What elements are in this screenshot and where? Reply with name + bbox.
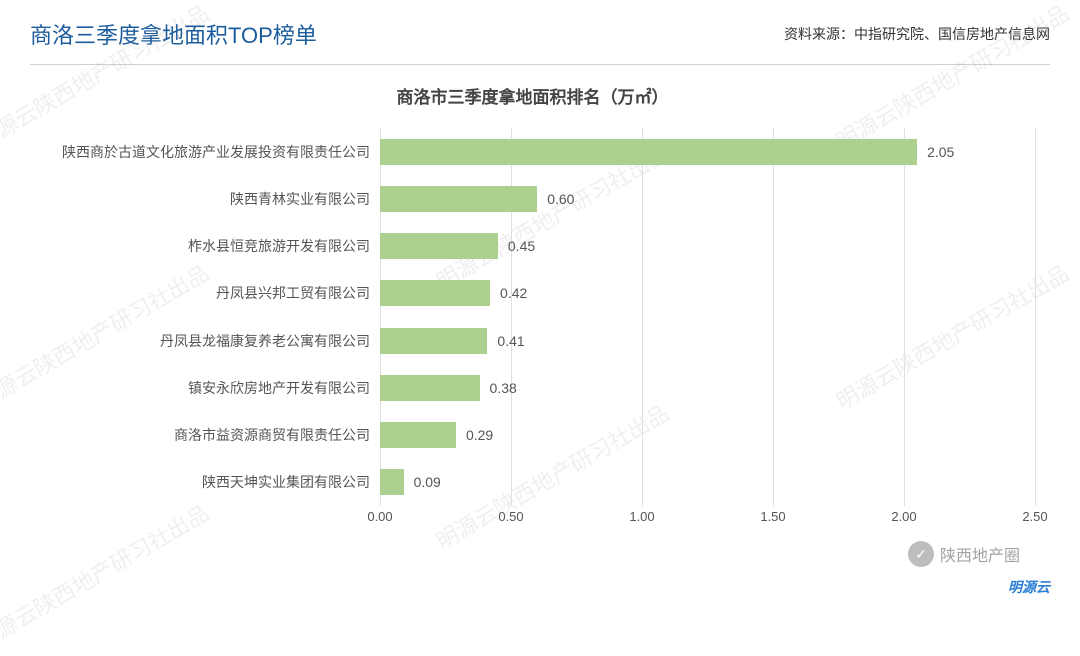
watermark-badge-text: 陕西地产圈 — [940, 542, 1020, 566]
brand-logo: 明源云 — [1008, 577, 1050, 597]
category-label: 镇安永欣房地产开发有限公司 — [30, 378, 370, 398]
x-tick: 0.00 — [367, 509, 392, 524]
wechat-icon: ✓ — [908, 541, 934, 567]
grid-line — [1035, 128, 1036, 506]
bar — [380, 186, 537, 212]
plot-area: 陕西商於古道文化旅游产业发展投资有限责任公司2.05陕西青林实业有限公司0.60… — [380, 128, 1035, 528]
category-label: 柞水县恒竞旅游开发有限公司 — [30, 236, 370, 256]
chart: 商洛市三季度拿地面积排名（万㎡） 陕西商於古道文化旅游产业发展投资有限责任公司2… — [0, 65, 1080, 528]
x-tick: 1.50 — [760, 509, 785, 524]
category-label: 丹凤县龙福康复养老公寓有限公司 — [30, 331, 370, 351]
value-label: 0.42 — [500, 285, 527, 301]
value-label: 0.41 — [497, 333, 524, 349]
watermark-badge: ✓ 陕西地产圈 — [908, 541, 1020, 567]
x-tick: 0.50 — [498, 509, 523, 524]
bar-row: 丹凤县龙福康复养老公寓有限公司0.41 — [380, 317, 1035, 364]
category-label: 商洛市益资源商贸有限责任公司 — [30, 425, 370, 445]
x-tick: 1.00 — [629, 509, 654, 524]
x-tick: 2.00 — [891, 509, 916, 524]
value-label: 0.38 — [490, 380, 517, 396]
value-label: 0.09 — [414, 474, 441, 490]
bar-row: 丹凤县兴邦工贸有限公司0.42 — [380, 270, 1035, 317]
x-axis: 0.000.501.001.502.002.50 — [380, 506, 1035, 528]
value-label: 0.45 — [508, 238, 535, 254]
category-label: 丹凤县兴邦工贸有限公司 — [30, 283, 370, 303]
bar — [380, 233, 498, 259]
x-tick: 2.50 — [1022, 509, 1047, 524]
bar — [380, 375, 480, 401]
bar-row: 柞水县恒竞旅游开发有限公司0.45 — [380, 223, 1035, 270]
category-label: 陕西商於古道文化旅游产业发展投资有限责任公司 — [30, 142, 370, 162]
bar-row: 陕西商於古道文化旅游产业发展投资有限责任公司2.05 — [380, 128, 1035, 175]
header: 商洛三季度拿地面积TOP榜单 资料来源：中指研究院、国信房地产信息网 — [0, 0, 1080, 58]
value-label: 0.29 — [466, 427, 493, 443]
bar — [380, 422, 456, 448]
bar — [380, 139, 917, 165]
bar-row: 陕西青林实业有限公司0.60 — [380, 175, 1035, 222]
bar — [380, 469, 404, 495]
bar — [380, 280, 490, 306]
bar-row: 镇安永欣房地产开发有限公司0.38 — [380, 364, 1035, 411]
bar-row: 陕西天坤实业集团有限公司0.09 — [380, 459, 1035, 506]
value-label: 0.60 — [547, 191, 574, 207]
category-label: 陕西青林实业有限公司 — [30, 189, 370, 209]
bar-row: 商洛市益资源商贸有限责任公司0.29 — [380, 412, 1035, 459]
chart-title: 商洛市三季度拿地面积排名（万㎡） — [30, 83, 1035, 108]
category-label: 陕西天坤实业集团有限公司 — [30, 472, 370, 492]
data-source: 资料来源：中指研究院、国信房地产信息网 — [784, 24, 1050, 44]
bar — [380, 328, 487, 354]
value-label: 2.05 — [927, 144, 954, 160]
page-title: 商洛三季度拿地面积TOP榜单 — [30, 18, 317, 50]
